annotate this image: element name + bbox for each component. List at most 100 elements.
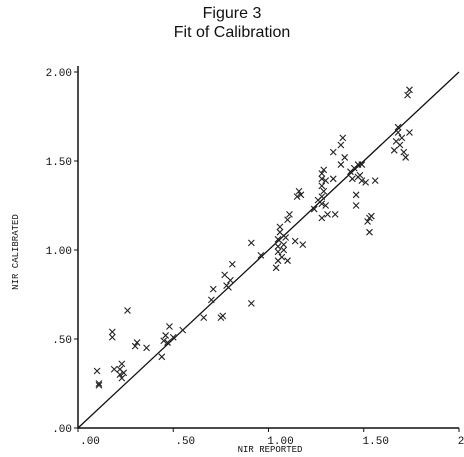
chart-subtitle: Fit of Calibration	[173, 24, 291, 41]
data-point	[291, 237, 299, 245]
y-tick-label: 1.50	[46, 157, 72, 169]
data-point	[310, 205, 318, 213]
data-point	[118, 374, 126, 382]
chart-title: Figure 3	[202, 5, 262, 22]
data-point	[297, 191, 305, 199]
data-point	[341, 154, 349, 161]
data-point	[362, 178, 370, 186]
data-point	[280, 241, 288, 249]
data-point	[276, 228, 284, 236]
data-point	[274, 248, 282, 256]
data-point	[207, 296, 215, 304]
x-tick-label: 2.00	[458, 436, 464, 448]
x-tick-label: .50	[175, 436, 195, 448]
data-point	[320, 187, 328, 195]
data-point	[131, 342, 139, 350]
data-point	[402, 154, 410, 161]
data-point	[120, 369, 128, 377]
data-point	[404, 91, 411, 99]
y-tick-label: .50	[52, 335, 72, 347]
data-point	[322, 202, 330, 209]
x-tick-label: 1.50	[363, 436, 389, 448]
data-point	[366, 228, 373, 236]
data-point	[116, 371, 124, 378]
data-point	[133, 339, 141, 346]
data-point	[247, 239, 255, 247]
data-point	[339, 134, 347, 142]
data-point	[225, 283, 232, 291]
data-point	[318, 182, 326, 190]
data-point	[320, 166, 328, 174]
data-point	[284, 257, 291, 265]
data-point	[276, 223, 284, 231]
title-block: Figure 3 Fit of Calibration	[0, 4, 464, 42]
x-tick-label: .00	[80, 436, 100, 448]
data-point	[329, 175, 337, 183]
data-point	[318, 170, 326, 177]
data-point	[329, 148, 337, 156]
data-point	[337, 141, 345, 149]
data-point	[108, 333, 116, 341]
data-point	[164, 339, 171, 346]
data-point	[318, 200, 326, 208]
data-point	[247, 300, 255, 307]
data-point	[274, 235, 282, 243]
data-point	[293, 193, 301, 200]
x-axis-label: NIR REPORTED	[238, 445, 303, 455]
data-point	[390, 146, 398, 154]
data-point	[209, 285, 217, 293]
data-point	[200, 314, 208, 322]
data-point	[93, 367, 101, 375]
data-point	[162, 332, 170, 339]
data-point	[400, 148, 408, 156]
data-point	[352, 202, 360, 209]
data-point	[318, 193, 326, 200]
data-point	[160, 337, 168, 345]
data-point	[228, 260, 236, 268]
data-point	[95, 380, 103, 387]
data-point	[286, 211, 293, 218]
data-point	[166, 323, 173, 330]
fit-line-group	[77, 71, 460, 429]
data-point	[394, 123, 402, 131]
data-point	[394, 129, 402, 136]
data-point	[282, 234, 290, 241]
data-point	[398, 134, 406, 142]
data-point	[318, 175, 326, 183]
data-point	[179, 326, 187, 334]
fit-line	[77, 71, 460, 429]
y-tick-label: 1.00	[46, 246, 72, 258]
data-point	[110, 365, 118, 373]
y-axis-label: NIR CALIBRATED	[11, 214, 21, 290]
data-point	[396, 141, 404, 149]
data-point	[367, 212, 375, 220]
data-point	[284, 216, 291, 224]
data-point	[371, 177, 379, 184]
data-point	[272, 264, 280, 272]
data-point	[324, 211, 331, 218]
data-point	[280, 246, 288, 254]
x-tick-labels: .00 .50 1.00 1.50 2.00	[80, 436, 464, 448]
data-point	[322, 177, 330, 184]
data-point	[352, 191, 360, 199]
data-point	[278, 253, 286, 261]
x-tick-label: 1.00	[267, 436, 293, 448]
data-point	[169, 333, 177, 341]
data-point	[95, 381, 103, 389]
data-point	[295, 187, 303, 195]
data-points	[93, 86, 413, 389]
data-point	[108, 328, 116, 336]
data-point	[118, 360, 126, 368]
data-point	[143, 344, 150, 352]
data-point	[358, 177, 366, 184]
data-point	[337, 161, 345, 168]
data-point	[406, 129, 413, 136]
y-tick-label: .00	[52, 424, 72, 436]
data-point	[274, 243, 282, 250]
data-point	[221, 271, 229, 279]
data-point	[124, 307, 131, 314]
data-point	[299, 241, 307, 249]
data-point	[331, 211, 339, 218]
data-point	[364, 218, 371, 225]
